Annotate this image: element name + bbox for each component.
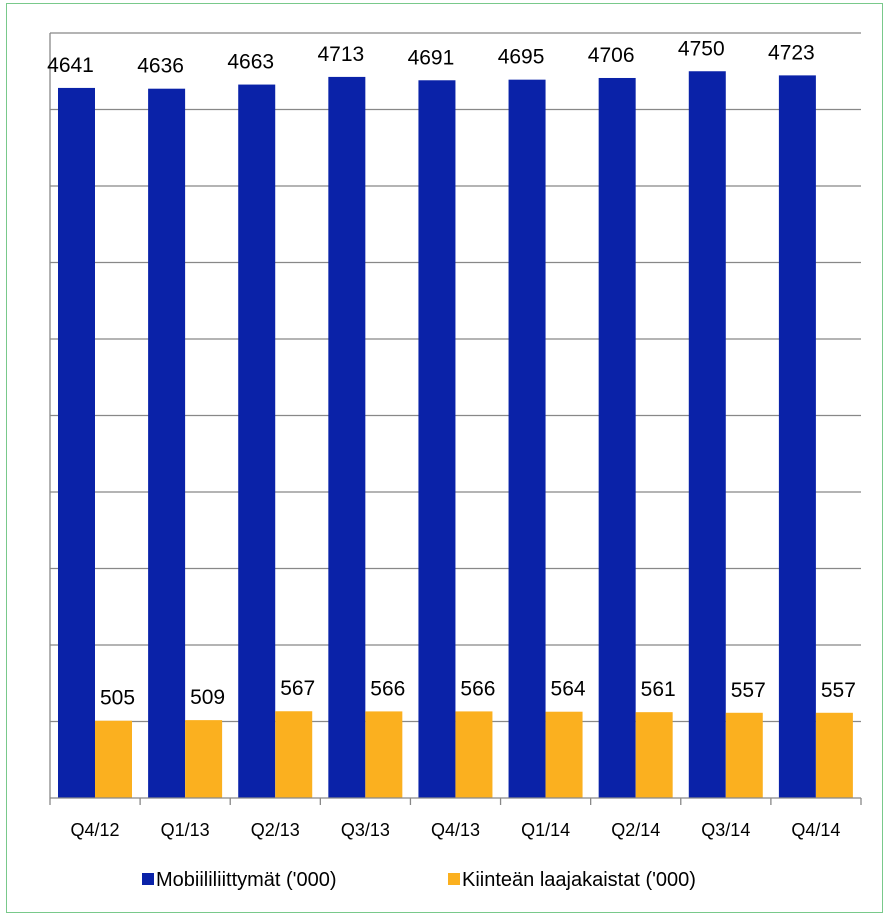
bar-mobile bbox=[688, 71, 726, 798]
data-label-mobile: 4691 bbox=[408, 46, 455, 69]
bar-mobile bbox=[328, 76, 366, 798]
bar-broadband bbox=[95, 720, 132, 798]
data-label-broadband: 505 bbox=[100, 687, 135, 710]
data-labels: 4641 505 4636 509 4663 567 4713 566 4691 566 4695 5… bbox=[47, 37, 856, 709]
data-label-broadband: 509 bbox=[190, 686, 225, 709]
data-label-mobile: 4695 bbox=[498, 46, 545, 69]
bar-broadband bbox=[815, 712, 853, 798]
data-label-broadband: 567 bbox=[280, 677, 315, 700]
bar-mobile bbox=[58, 87, 95, 798]
x-tick-label: Q3/14 bbox=[701, 820, 750, 840]
x-tick-labels: Q4/12 Q1/13 Q2/13 Q3/13 Q4/13 Q1/14 Q2/14 Q3/14… bbox=[71, 820, 841, 840]
x-tick-label: Q4/13 bbox=[431, 820, 480, 840]
x-tick-label: Q1/14 bbox=[521, 820, 570, 840]
bar-mobile bbox=[418, 80, 456, 799]
bar-broadband bbox=[365, 711, 403, 798]
data-label-broadband: 561 bbox=[641, 678, 676, 701]
bar-broadband bbox=[275, 711, 313, 798]
bar-mobile bbox=[148, 88, 186, 798]
bars bbox=[58, 71, 853, 799]
legend: Mobiililiittymät ('000) Kiinteän laajakai… bbox=[142, 869, 696, 891]
bar-broadband bbox=[455, 711, 493, 798]
bar-mobile bbox=[238, 84, 276, 799]
x-tick-label: Q4/12 bbox=[71, 820, 120, 840]
bar-broadband bbox=[635, 712, 673, 798]
x-tick-label: Q3/13 bbox=[341, 820, 390, 840]
bar-broadband bbox=[725, 712, 763, 798]
data-label-mobile: 4663 bbox=[227, 51, 274, 74]
data-label-broadband: 557 bbox=[821, 679, 856, 702]
legend-label: Kiinteän laajakaistat ('000) bbox=[462, 869, 696, 891]
data-label-mobile: 4641 bbox=[47, 54, 94, 77]
data-label-broadband: 557 bbox=[731, 679, 766, 702]
data-label-mobile: 4636 bbox=[137, 55, 184, 78]
x-tick-label: Q2/14 bbox=[611, 820, 660, 840]
data-label-broadband: 566 bbox=[460, 677, 495, 700]
data-label-mobile: 4750 bbox=[678, 37, 725, 60]
x-axis bbox=[49, 33, 862, 805]
bar-broadband bbox=[545, 711, 583, 798]
data-label-broadband: 566 bbox=[370, 677, 405, 700]
x-tick-label: Q4/14 bbox=[791, 820, 840, 840]
legend-swatch bbox=[448, 873, 460, 885]
x-tick-label: Q1/13 bbox=[161, 820, 210, 840]
legend-label: Mobiililiittymät ('000) bbox=[156, 869, 337, 891]
data-label-mobile: 4706 bbox=[588, 44, 635, 67]
bar-mobile bbox=[778, 75, 816, 799]
data-label-mobile: 4723 bbox=[768, 41, 815, 64]
x-tick-label: Q2/13 bbox=[251, 820, 300, 840]
bar-broadband bbox=[185, 720, 223, 798]
legend-swatch bbox=[142, 873, 154, 885]
data-label-broadband: 564 bbox=[551, 678, 586, 701]
bar-mobile bbox=[508, 79, 546, 799]
bar-mobile bbox=[598, 77, 636, 799]
data-label-mobile: 4713 bbox=[317, 43, 364, 66]
